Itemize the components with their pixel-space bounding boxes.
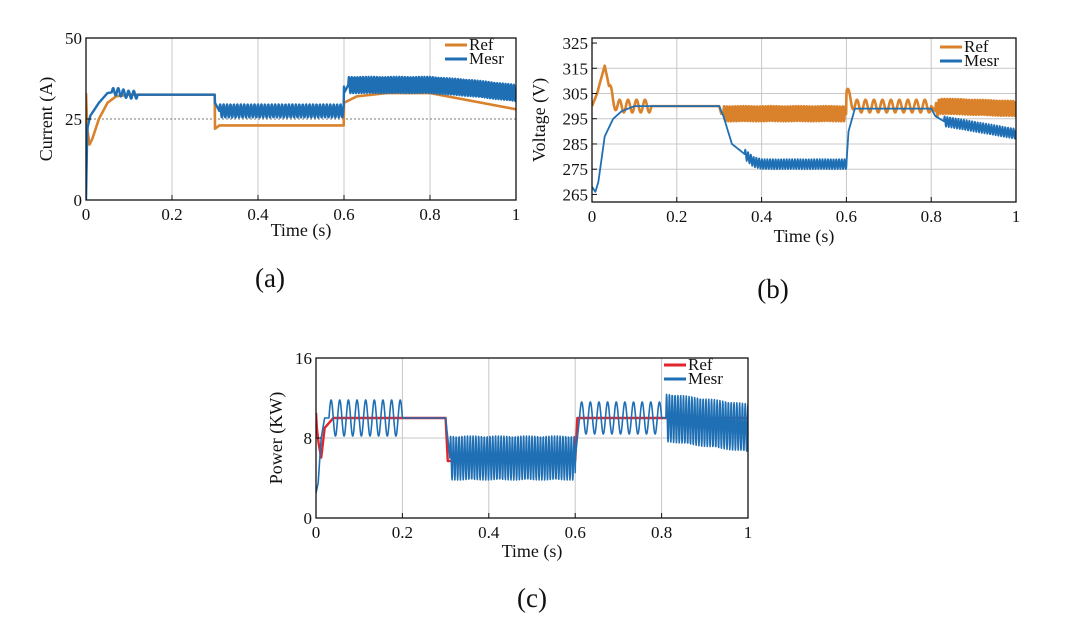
x-tick-label: 0.6 [333, 205, 354, 224]
x-tick-label: 0 [82, 205, 91, 224]
x-tick-label: 0.8 [921, 207, 942, 226]
x-tick-label: 0.6 [565, 523, 586, 542]
legend-label-ref: Ref [688, 355, 713, 374]
panel-b-voltage: 0 0.2 0.4 0.6 0.8 1 265 275 285 295 305 315 325 Time … [529, 34, 1020, 304]
y-tick-label: 295 [563, 110, 589, 129]
panel-caption: (a) [255, 263, 285, 293]
series-line-mesr [592, 105, 1016, 193]
panel-a-current: 0 0.2 0.4 0.6 0.8 1 0 25 50 Time (s) Current (A) Re… [36, 29, 520, 293]
y-tick-label: 285 [563, 135, 589, 154]
y-tick-label: 16 [295, 349, 312, 368]
x-axis-label: Time (s) [502, 541, 563, 562]
series-line-mesr [86, 75, 516, 200]
x-axis-label: Time (s) [774, 226, 835, 247]
axes-frame [591, 37, 1017, 203]
y-tick-label: 0 [304, 509, 313, 528]
legend-label-mesr: Mesr [469, 49, 504, 68]
y-tick-label: 305 [563, 85, 589, 104]
legend-label-mesr: Mesr [964, 51, 999, 70]
x-tick-label: 0.4 [478, 523, 500, 542]
x-tick-label: 0.4 [247, 205, 269, 224]
x-tick-label: 0.2 [161, 205, 182, 224]
x-tick-label: 0.6 [836, 207, 857, 226]
x-tick-label: 0.2 [666, 207, 687, 226]
panel-caption: (c) [517, 583, 547, 613]
y-tick-label: 25 [65, 110, 82, 129]
legend-label-mesr: Mesr [688, 369, 723, 388]
y-tick-label: 0 [74, 191, 83, 210]
panel-caption: (b) [757, 274, 788, 304]
y-tick-label: 315 [563, 59, 589, 78]
y-axis-label: Power (KW) [266, 392, 287, 484]
x-tick-label: 1 [1012, 207, 1021, 226]
x-tick-label: 0.2 [392, 523, 413, 542]
x-tick-label: 0.4 [751, 207, 773, 226]
x-tick-label: 0.8 [651, 523, 672, 542]
legend-label-ref: Ref [964, 37, 989, 56]
series-line-mesr [316, 393, 748, 494]
y-tick-label: 8 [304, 429, 313, 448]
x-tick-label: 1 [744, 523, 753, 542]
x-tick-label: 0 [312, 523, 321, 542]
y-axis-label: Voltage (V) [529, 78, 550, 162]
x-tick-label: 0.8 [419, 205, 440, 224]
x-axis-label: Time (s) [271, 220, 332, 241]
x-tick-label: 1 [512, 205, 521, 224]
y-tick-label: 275 [563, 160, 589, 179]
y-tick-label: 325 [563, 34, 589, 53]
y-axis-label: Current (A) [36, 77, 57, 161]
y-tick-label: 265 [563, 185, 589, 204]
y-tick-label: 50 [65, 29, 82, 48]
panel-c-power: 0 0.2 0.4 0.6 0.8 1 0 8 16 Time (s) Power (KW) RefM… [266, 349, 752, 613]
legend-label-ref: Ref [469, 35, 494, 54]
x-tick-label: 0 [588, 207, 597, 226]
